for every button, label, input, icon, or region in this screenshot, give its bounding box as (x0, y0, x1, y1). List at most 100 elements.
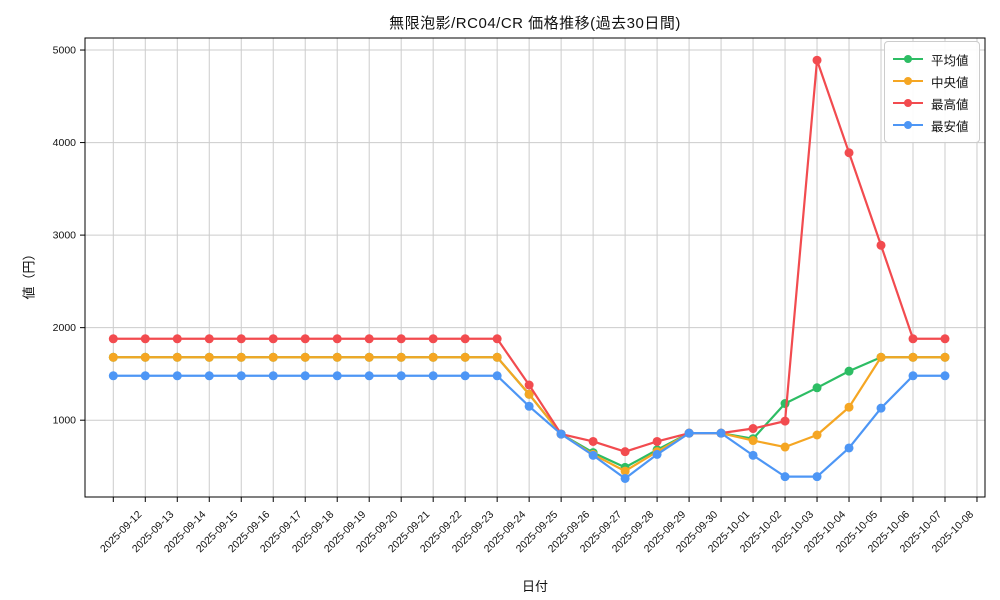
data-point-min (652, 449, 662, 459)
y-tick-label: 3000 (53, 230, 77, 242)
data-point-max (588, 436, 598, 446)
data-point-average (780, 399, 790, 409)
data-point-max (844, 148, 854, 158)
data-point-max (108, 334, 118, 344)
x-axis-label: 日付 (521, 579, 548, 594)
data-point-max (300, 334, 310, 344)
data-point-median (268, 352, 278, 362)
data-point-median (460, 352, 470, 362)
data-point-min (812, 472, 822, 482)
data-point-median (172, 352, 182, 362)
data-point-median (396, 352, 406, 362)
data-point-min (844, 443, 854, 453)
data-point-min (236, 371, 246, 381)
data-point-median (876, 352, 886, 362)
data-point-min (588, 450, 598, 460)
data-point-max (364, 334, 374, 344)
data-point-median (204, 352, 214, 362)
data-point-max (908, 334, 918, 344)
data-point-median (108, 352, 118, 362)
data-point-min (780, 472, 790, 482)
data-point-min (204, 371, 214, 381)
data-point-min (684, 428, 694, 438)
data-point-min (748, 450, 758, 460)
data-point-max (620, 447, 630, 457)
y-tick-label: 1000 (53, 415, 77, 427)
data-point-median (908, 352, 918, 362)
data-point-median (940, 352, 950, 362)
legend-label-min: 最安値 (931, 119, 969, 134)
data-point-max (780, 416, 790, 426)
data-point-median (748, 436, 758, 446)
data-point-min (492, 371, 502, 381)
data-point-min (620, 473, 630, 483)
legend-label-median: 中央値 (931, 75, 969, 90)
data-point-min (908, 371, 918, 381)
data-point-median (844, 402, 854, 412)
data-point-max (236, 334, 246, 344)
data-point-max (876, 240, 886, 250)
legend-item-max: 最高値 (893, 92, 971, 114)
legend-marker-min (893, 120, 923, 130)
data-point-average (844, 366, 854, 376)
data-point-max (428, 334, 438, 344)
legend: 平均値中央値最高値最安値 (884, 41, 980, 143)
legend-item-median: 中央値 (893, 70, 971, 92)
data-point-average (812, 383, 822, 393)
legend-marker-average (893, 54, 923, 64)
data-point-max (940, 334, 950, 344)
data-point-median (300, 352, 310, 362)
legend-label-max: 最高値 (931, 97, 969, 112)
data-point-min (716, 428, 726, 438)
data-point-min (332, 371, 342, 381)
legend-marker-median (893, 76, 923, 86)
data-point-median (780, 442, 790, 452)
data-point-max (268, 334, 278, 344)
data-point-min (428, 371, 438, 381)
data-point-max (652, 436, 662, 446)
data-point-min (108, 371, 118, 381)
data-point-median (524, 389, 534, 399)
data-point-min (172, 371, 182, 381)
legend-item-average: 平均値 (893, 48, 971, 70)
data-point-median (140, 352, 150, 362)
data-point-min (140, 371, 150, 381)
data-point-max (332, 334, 342, 344)
data-point-median (236, 352, 246, 362)
data-point-max (204, 334, 214, 344)
data-point-min (556, 429, 566, 439)
data-point-median (332, 352, 342, 362)
legend-marker-max (893, 98, 923, 108)
data-point-max (748, 424, 758, 434)
data-point-max (524, 380, 534, 390)
legend-item-min: 最安値 (893, 114, 971, 136)
data-point-max (460, 334, 470, 344)
data-point-max (396, 334, 406, 344)
data-point-median (812, 430, 822, 440)
data-point-median (492, 352, 502, 362)
axes-spines (84, 37, 986, 498)
y-tick-label: 4000 (53, 137, 77, 149)
y-tick-label: 5000 (53, 45, 77, 57)
data-point-min (268, 371, 278, 381)
data-point-min (300, 371, 310, 381)
y-tick-label: 2000 (53, 322, 77, 334)
data-point-min (940, 371, 950, 381)
data-point-max (812, 55, 822, 65)
y-axis-label: 値（円） (21, 247, 37, 300)
data-point-min (396, 371, 406, 381)
data-point-median (620, 466, 630, 476)
data-point-max (172, 334, 182, 344)
chart-title: 無限泡影/RC04/CR 価格推移(過去30日間) (389, 15, 681, 32)
legend-label-average: 平均値 (931, 53, 969, 68)
data-point-median (428, 352, 438, 362)
data-point-min (876, 403, 886, 413)
data-point-min (460, 371, 470, 381)
data-point-min (524, 401, 534, 411)
data-point-max (492, 334, 502, 344)
data-point-max (140, 334, 150, 344)
data-point-median (364, 352, 374, 362)
data-point-min (364, 371, 374, 381)
